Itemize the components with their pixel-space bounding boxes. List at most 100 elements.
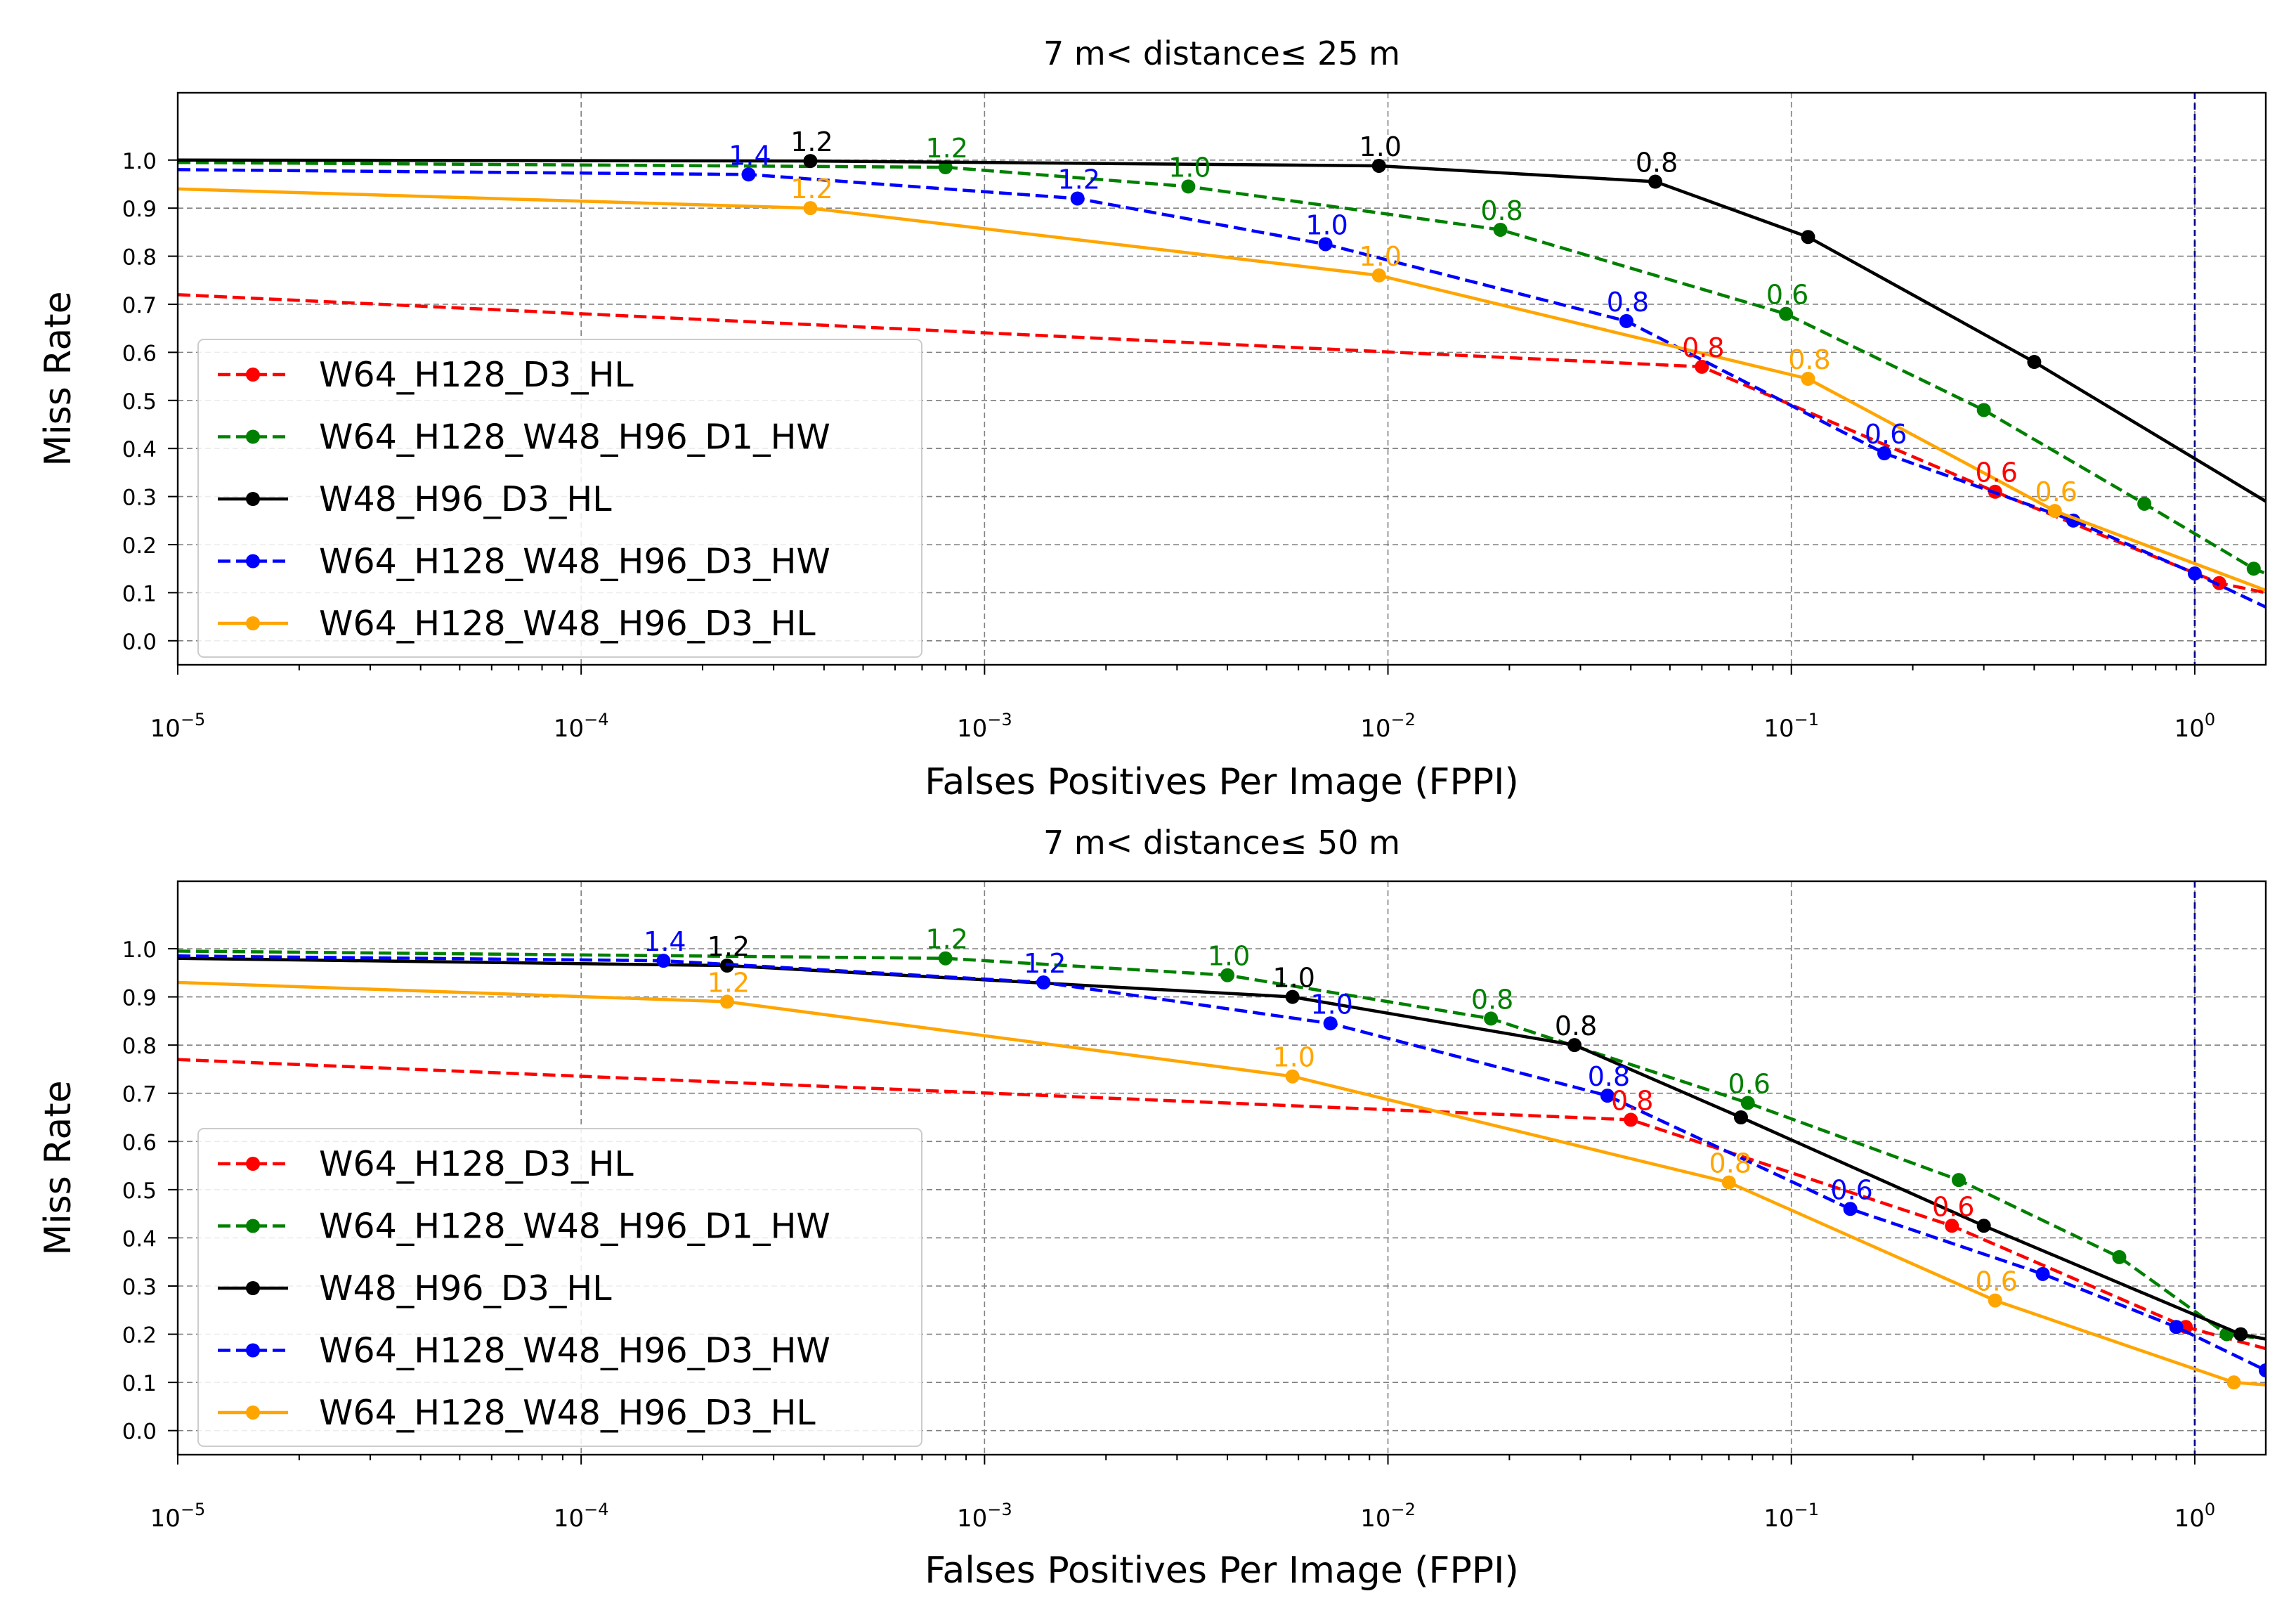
data-point [2187,566,2202,581]
point-label: 0.8 [1607,287,1649,318]
data-point [1801,230,1815,245]
data-point [1945,1219,1959,1233]
legend-item: W48_H96_D3_HL [218,1268,612,1309]
data-point [1779,306,1794,321]
data-point [1951,1173,1966,1188]
data-point [1323,1016,1338,1031]
plot-frame [176,91,2267,666]
point-label: 0.6 [1766,280,1808,311]
data-point [2169,1320,2184,1335]
point-label: 1.2 [1024,948,1066,979]
data-point [1220,968,1235,982]
x-axis-label: Falses Positives Per Image (FPPI) [925,1550,1519,1592]
x-tick-label: 10−1 [1763,1500,1819,1533]
data-point [803,154,818,169]
point-label: 1.2 [707,931,750,962]
data-point [2233,1327,2248,1342]
data-point [1976,403,1991,417]
legend-label: W64_H128_W48_H96_D3_HL [319,1393,816,1433]
point-label: 1.0 [1168,152,1211,183]
legend-item: W48_H96_D3_HL [218,479,612,519]
y-tick-label: 0.8 [122,1034,157,1059]
legend-label: W64_H128_D3_HL [319,1144,634,1184]
data-point [2226,1375,2241,1390]
legend-marker [246,1281,260,1295]
point-label: 0.6 [1976,457,2018,488]
legend-item: W64_H128_D3_HL [218,1144,634,1184]
x-tick-label: 10−3 [957,1500,1012,1533]
legend-label: W64_H128_W48_H96_D3_HW [319,542,830,582]
data-point [1976,1219,1991,1233]
data-point [1843,1202,1858,1216]
data-point [1181,179,1196,194]
series-W64_H128_W48_H96_D3_HL [178,980,2266,1390]
data-point [803,201,818,216]
legend-marker [246,1343,260,1358]
y-tick-label: 0.5 [122,1179,157,1204]
y-tick-label: 0.1 [122,581,157,606]
point-label: 1.0 [1208,941,1250,972]
legend-marker [246,554,260,569]
x-tick-label: 100 [2174,710,2216,743]
series-W64_H128_W48_H96_D3_HW [178,954,2266,1377]
data-point [2212,576,2226,590]
point-label: 1.2 [1057,164,1100,195]
x-tick-label: 10−5 [150,710,206,743]
data-point [656,954,671,968]
series-line [178,949,2266,1341]
series-W64_H128_W48_H96_D3_HW [178,167,2266,609]
point-label: 1.0 [1272,963,1315,994]
data-point [1567,1038,1582,1053]
legend-marker [246,1157,260,1171]
data-point [1070,191,1085,206]
legend-marker [246,429,260,444]
point-label: 0.6 [1830,1174,1872,1205]
x-tick-label: 10−5 [150,1500,206,1533]
data-point [2027,355,2042,370]
legend-item: W64_H128_W48_H96_D3_HL [218,604,816,644]
y-tick-label: 0.0 [122,1420,157,1445]
point-label: 0.8 [1636,148,1678,178]
series-line [178,293,2266,595]
point-label: 1.2 [925,924,967,955]
legend-item: W64_H128_W48_H96_D3_HW [218,542,830,582]
y-tick-label: 0.2 [122,533,157,559]
x-axis-label: Falses Positives Per Image (FPPI) [925,761,1519,803]
legend-item: W64_H128_W48_H96_D1_HW [218,1207,830,1247]
data-point [2112,1249,2127,1264]
x-tick-label: 10−2 [1360,1500,1416,1533]
data-point [938,951,953,966]
point-label: 0.6 [1976,1266,2018,1297]
series-W48_H96_D3_HL [178,154,2266,503]
data-point [1600,1089,1615,1103]
data-point [1624,1112,1638,1127]
data-point [1988,1293,2002,1308]
point-label: 1.2 [790,174,833,205]
data-point [1740,1096,1755,1110]
series-layer [178,154,2266,609]
y-tick-label: 0.7 [122,1082,157,1108]
y-tick-label: 0.3 [122,486,157,511]
y-tick-label: 0.6 [122,341,157,366]
series-line [178,187,2266,592]
series-line [178,160,2266,576]
y-tick-label: 0.3 [122,1275,157,1300]
legend-label: W64_H128_W48_H96_D3_HW [319,1331,830,1371]
point-label: 1.2 [925,133,967,164]
legend-marker [246,616,260,630]
data-point [1318,237,1333,252]
data-point [741,167,756,182]
point-label: 1.0 [1272,1042,1315,1073]
data-point [2047,504,2062,519]
data-point [1371,158,1386,173]
y-axis-label: Miss Rate [37,1080,79,1255]
legend-item: W64_H128_W48_H96_D1_HW [218,417,830,457]
data-point [1493,222,1508,237]
point-label: 0.8 [1555,1011,1597,1041]
y-tick-label: 0.4 [122,1226,157,1252]
legend: W64_H128_D3_HL W64_H128_W48_H96_D1_HW W48_… [197,1128,922,1447]
series-layer [178,949,2266,1390]
x-tick-label: 10−4 [554,710,609,743]
data-point [1285,989,1300,1004]
legend-item: W64_H128_W48_H96_D3_HL [218,1393,816,1433]
